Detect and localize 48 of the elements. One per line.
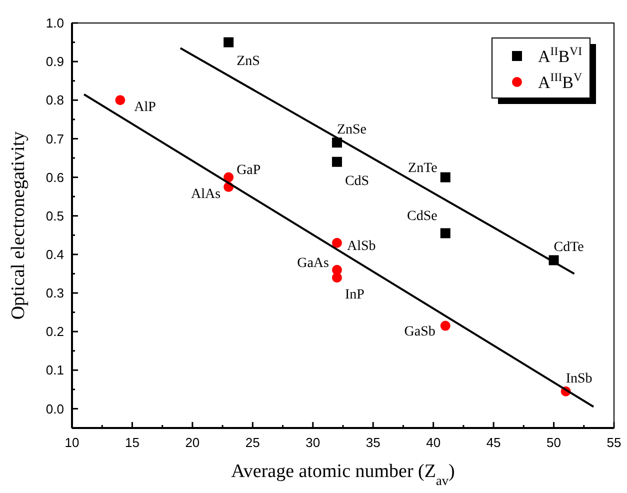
annotation: InSb [566,371,592,386]
x-tick-label: 25 [245,435,260,450]
point [224,37,234,48]
x-tick-label: 35 [366,435,380,450]
point [440,320,450,331]
y-tick-label: 0.1 [46,362,64,378]
y-tick-label: 0.8 [46,92,64,108]
x-tick-label: 10 [64,435,80,450]
point [224,172,234,182]
legend-label: A$^{III}$B$^{V}$ [538,70,583,92]
point [332,238,342,248]
x-tick-label: 50 [546,435,562,450]
y-tick-label: 1.0 [46,16,64,31]
x-tick-label: 45 [486,435,501,450]
x-tick-label: 30 [306,435,320,450]
annotation: ZnTe [408,161,438,176]
annotation: ZnS [236,54,260,70]
y-tick-label: 0.4 [46,246,64,262]
x-tick-label: 40 [426,435,441,450]
point [440,172,450,182]
annotation: AlSb [346,238,376,254]
y-tick-label: 0.0 [46,401,64,416]
y-tick-label: 0.2 [46,324,64,340]
point [440,228,450,238]
annotation: GaP [236,163,261,178]
x-tick-label: 15 [124,435,140,450]
legend-label: A$^{II}$B$^{VI}$ [538,44,582,66]
y-tick-label: 0.6 [46,170,64,185]
annotation: AlP [134,100,156,116]
annotation: AlAs [191,186,221,202]
y-tick-label: 0.7 [46,131,64,146]
x-axis-title: Average atomic number (Z$_{av}$) [231,461,455,488]
y-tick-label: 0.3 [46,286,64,301]
x-tick-label: 20 [185,435,200,450]
annotation: CdTe [554,240,584,256]
annotation: GaAs [297,256,329,271]
annotation: InP [344,287,365,302]
point [115,95,126,106]
y-tick-label: 0.5 [46,208,64,224]
annotation: GaSb [404,324,436,340]
point [332,272,342,283]
annotation: ZnSe [336,122,367,138]
x-tick-label: 55 [606,435,622,450]
y-tick-label: 0.9 [46,54,64,70]
point [332,156,342,167]
y-axis-title: Optical electronegativity [8,130,29,320]
annotation: CdS [344,174,370,189]
annotation: CdSe [407,209,438,224]
